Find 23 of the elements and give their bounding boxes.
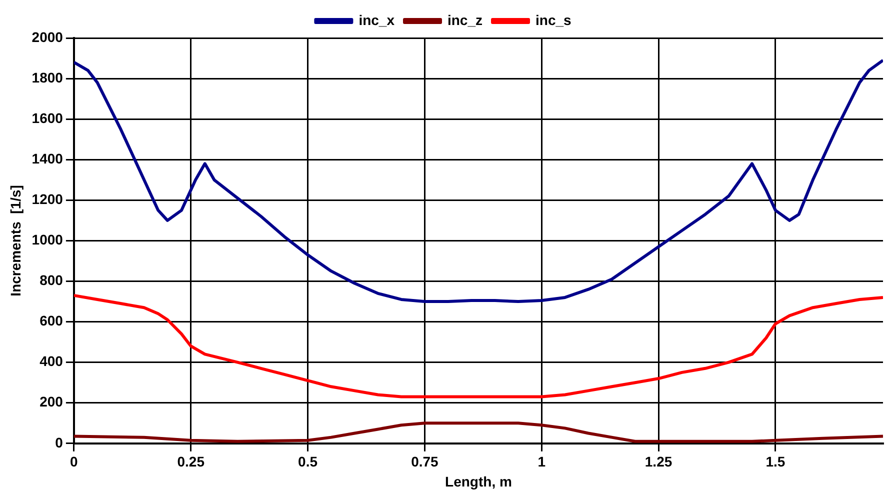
x-tick-label: 1 [538, 454, 546, 470]
y-tick-label: 1000 [32, 232, 64, 248]
x-tick-label: 1.5 [766, 454, 786, 470]
y-tick-label: 1800 [32, 69, 64, 86]
y-tick-label: 1200 [32, 191, 64, 208]
legend-label: inc_z [447, 12, 483, 28]
y-tick-label: 2000 [32, 28, 64, 45]
x-tick-label: 0 [70, 454, 78, 470]
y-tick-label: 1400 [32, 150, 64, 166]
x-tick-label: 1.25 [644, 454, 672, 470]
x-tick-label: 0.25 [177, 454, 205, 470]
y-axis-title: Increments [1/s] [7, 185, 24, 296]
y-tick-label: 1600 [32, 110, 64, 126]
x-tick-label: 0.75 [411, 454, 439, 470]
x-axis-title: Length, m [445, 473, 512, 490]
y-tick-label: 800 [40, 272, 64, 288]
y-tick-label: 0 [55, 434, 64, 450]
y-tick-label: 600 [40, 312, 64, 329]
legend-label: inc_s [536, 12, 572, 28]
y-tick-label: 400 [40, 353, 64, 370]
x-tick-label: 0.5 [298, 454, 318, 470]
y-tick-label: 200 [40, 394, 64, 410]
legend-label: inc_x [358, 12, 395, 28]
